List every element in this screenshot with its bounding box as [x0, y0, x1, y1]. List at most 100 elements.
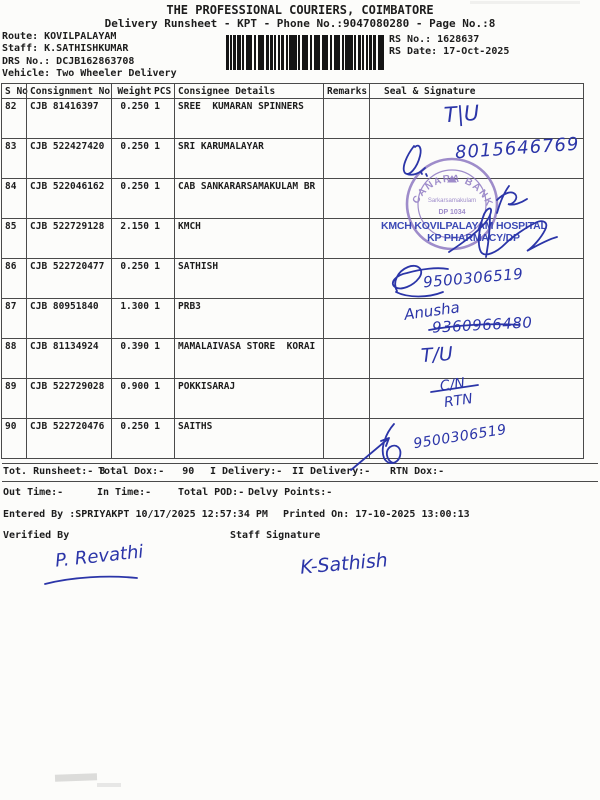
table-row: 89 CJB 522729028 0.900 1 POKKISARAJ [2, 379, 583, 419]
cell-consignee: SRI KARUMALAYAR [174, 139, 323, 178]
kmch-hospital-stamp: KMCH KOVILPALAYAM HOSPITAL KP PHARMACY/D… [381, 220, 566, 244]
cell-remarks [323, 99, 369, 138]
cell-consignment: CJB 522427420 [26, 139, 111, 178]
cell-weight: 0.250 [120, 421, 149, 432]
cell-consignee: SREE KUMARAN SPINNERS [174, 99, 323, 138]
cell-consignment: CJB 81134924 [26, 339, 111, 378]
total-pod-label: Total POD:- [178, 487, 245, 498]
staff-label: Staff: K.SATHISHKUMAR [2, 43, 129, 54]
cell-pcs: 1 [154, 421, 161, 432]
divider [2, 481, 598, 482]
table-header-row: S No Consignment No Weight PCS Consignee … [2, 84, 583, 99]
stamp-branch-text: Sarkarsamakulam [428, 198, 476, 204]
cell-seal [369, 179, 583, 218]
kmch-stamp-line2: KP PHARMACY/DP [427, 232, 520, 244]
cell-consignment: CJB 522046162 [26, 179, 111, 218]
cell-consignment: CJB 522729128 [26, 219, 111, 258]
cell-pcs: 1 [154, 101, 161, 112]
cell-pcs: 1 [154, 141, 161, 152]
table-row: 83 CJB 522427420 0.250 1 SRI KARUMALAYAR [2, 139, 583, 179]
table-row: 84 CJB 522046162 0.250 1 CAB SANKARARSAMA… [2, 179, 583, 219]
cell-weight: 1.300 [120, 301, 149, 312]
cell-weight-pcs: 0.250 1 [111, 139, 174, 178]
cell-consignment: CJB 522720476 [26, 419, 111, 458]
cell-weight-pcs: 0.250 1 [111, 179, 174, 218]
handwritten-seal-row88: T/U [420, 342, 454, 368]
cell-sno: 82 [5, 101, 17, 112]
cell-pcs: 1 [154, 181, 161, 192]
cell-consignee: MAMALAIVASA STORE KORAI [174, 339, 323, 378]
cell-weight-pcs: 0.250 1 [111, 99, 174, 138]
cell-consignment: CJB 80951840 [26, 299, 111, 338]
col-header-sno: S No [5, 86, 28, 97]
cell-pcs: 1 [154, 341, 161, 352]
col-header-pcs: PCS [154, 86, 172, 97]
barcode-icon [226, 35, 384, 70]
rtn-dox-label: RTN Dox:- [390, 466, 445, 477]
cell-weight: 2.150 [120, 221, 149, 232]
cell-consignee: POKKISARAJ [174, 379, 323, 418]
cell-consignment: CJB 522729028 [26, 379, 111, 418]
col-header-consignee: Consignee Details [174, 84, 323, 98]
staff-signature-label: Staff Signature [230, 530, 321, 541]
table-row: 90 CJB 522720476 0.250 1 SAITHS [2, 419, 583, 458]
scan-smudge [470, 1, 580, 4]
handwritten-seal-row82: T|U [443, 100, 481, 128]
cell-remarks [323, 219, 369, 258]
table-row: 87 CJB 80951840 1.300 1 PRB3 [2, 299, 583, 339]
cell-seal [369, 219, 583, 258]
cell-seal [369, 379, 583, 418]
cell-sno: 86 [5, 261, 17, 272]
delvy-points-label: Delvy Points:- [248, 487, 333, 498]
stamp-dp-text: DP 1034 [438, 209, 465, 216]
cell-weight-pcs: 1.300 1 [111, 299, 174, 338]
scan-smudge [97, 783, 121, 787]
col-header-remarks: Remarks [323, 84, 369, 98]
tot-runsheet-label: Tot. Runsheet:- 8 [3, 466, 106, 477]
cell-seal [369, 259, 583, 298]
cell-seal [369, 139, 583, 178]
cell-consignee: SATHISH [174, 259, 323, 298]
runsheet-subtitle: Delivery Runsheet - KPT - Phone No.:9047… [104, 17, 496, 30]
cell-remarks [323, 139, 369, 178]
cell-weight: 0.250 [120, 181, 149, 192]
table-row: 85 CJB 522729128 2.150 1 KMCH [2, 219, 583, 259]
cell-remarks [323, 379, 369, 418]
cell-sno: 84 [5, 181, 17, 192]
cell-consignee: KMCH [174, 219, 323, 258]
cell-remarks [323, 179, 369, 218]
cell-weight: 0.250 [120, 141, 149, 152]
table-row: 82 CJB 81416397 0.250 1 SREE KUMARAN SPIN… [2, 99, 583, 139]
in-time-label: In Time:- [97, 487, 152, 498]
printed-on-label: Printed On: 17-10-2025 13:00:13 [283, 509, 470, 520]
cell-consignee: SAITHS [174, 419, 323, 458]
cell-weight-pcs: 2.150 1 [111, 219, 174, 258]
cell-sno: 90 [5, 421, 17, 432]
cell-pcs: 1 [154, 301, 161, 312]
total-dox-label: Total Dox:- 90 [98, 466, 195, 477]
divider [2, 463, 598, 464]
cell-weight: 0.390 [120, 341, 149, 352]
out-time-label: Out Time:- [3, 487, 64, 498]
consignment-table: S No Consignment No Weight PCS Consignee … [1, 83, 584, 459]
cell-weight-pcs: 0.390 1 [111, 339, 174, 378]
cell-weight-pcs: 0.250 1 [111, 419, 174, 458]
cell-pcs: 1 [154, 261, 161, 272]
verified-by-label: Verified By [3, 530, 70, 541]
entered-by-label: Entered By :SPRIYAKPT 10/17/2025 12:57:3… [3, 509, 268, 520]
cell-weight-pcs: 0.900 1 [111, 379, 174, 418]
cell-sno: 85 [5, 221, 17, 232]
col-header-seal: Seal & Signature [369, 84, 583, 98]
cell-weight: 0.250 [120, 101, 149, 112]
col-header-consignment: Consignment No [26, 84, 111, 98]
table-row: 86 CJB 522720477 0.250 1 SATHISH [2, 259, 583, 299]
cell-weight: 0.250 [120, 261, 149, 272]
drs-no-label: DRS No.: DCJB162863708 [2, 56, 135, 67]
table-row: 88 CJB 81134924 0.390 1 MAMALAIVASA STORE… [2, 339, 583, 379]
cell-remarks [323, 419, 369, 458]
vehicle-label: Vehicle: Two Wheeler Delivery [2, 68, 177, 79]
ii-delivery-label: II Delivery:- [292, 466, 371, 477]
cell-sno: 88 [5, 341, 17, 352]
